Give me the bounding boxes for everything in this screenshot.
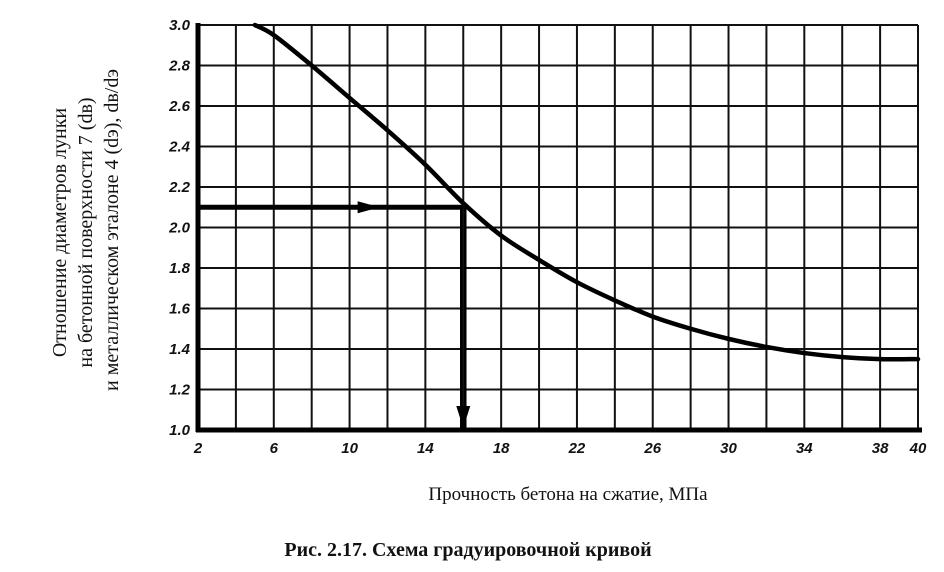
x-tick-label: 6 [270, 440, 279, 457]
y-tick-label: 3.0 [169, 17, 191, 34]
plot-frame [195, 23, 922, 433]
x-tick-label: 2 [193, 440, 203, 457]
y-tick-label: 2.0 [168, 220, 191, 237]
x-tick-label: 14 [417, 440, 434, 457]
arrow-head-down [456, 406, 471, 428]
y-axis-label-line-1: Отношение диаметров лунки [49, 108, 71, 358]
y-tick-label: 2.2 [168, 179, 191, 196]
annotations [198, 201, 471, 430]
y-tick-label: 2.6 [168, 98, 191, 115]
calibration-curve-0 [252, 22, 921, 362]
x-tick-label: 10 [341, 440, 358, 457]
x-tick-label: 22 [568, 440, 586, 457]
y-tick-label: 2.4 [168, 139, 191, 156]
y-axis-label-line-3: и металлическом эталоне 4 (dэ), dв/dэ [101, 69, 123, 391]
y-tick-label: 1.8 [169, 260, 191, 277]
y-axis-label-line-2: на бетонной поверхности 7 (dв) [75, 97, 97, 367]
grid [197, 24, 919, 431]
y-tick-label: 2.8 [168, 58, 191, 75]
y-tick-label: 1.4 [169, 341, 191, 358]
y-tick-labels: 1.0 1.2 1.4 1.6 1.8 2.0 2.2 2.4 2.6 2.8 3.0 [168, 17, 191, 439]
x-tick-labels: 2 6 10 14 18 22 26 30 34 38 40 [193, 440, 927, 457]
x-tick-label: 26 [643, 440, 661, 457]
y-tick-label: 1.2 [169, 382, 191, 399]
x-tick-label: 34 [796, 440, 813, 457]
x-tick-label: 38 [872, 440, 889, 457]
x-tick-label: 40 [909, 440, 927, 457]
y-axis-label: Отношение диаметров лунки на бетонной по… [49, 69, 123, 391]
series-group [252, 22, 921, 362]
figure-caption: Рис. 2.17. Схема градуировочной кривой [284, 539, 651, 561]
x-tick-label: 30 [720, 440, 737, 457]
arrow-head-right [357, 201, 380, 214]
x-tick-label: 18 [493, 440, 510, 457]
y-tick-label: 1.6 [169, 301, 191, 318]
y-tick-label: 1.0 [169, 422, 191, 439]
x-axis-label: Прочность бетона на сжатие, МПа [428, 484, 708, 505]
